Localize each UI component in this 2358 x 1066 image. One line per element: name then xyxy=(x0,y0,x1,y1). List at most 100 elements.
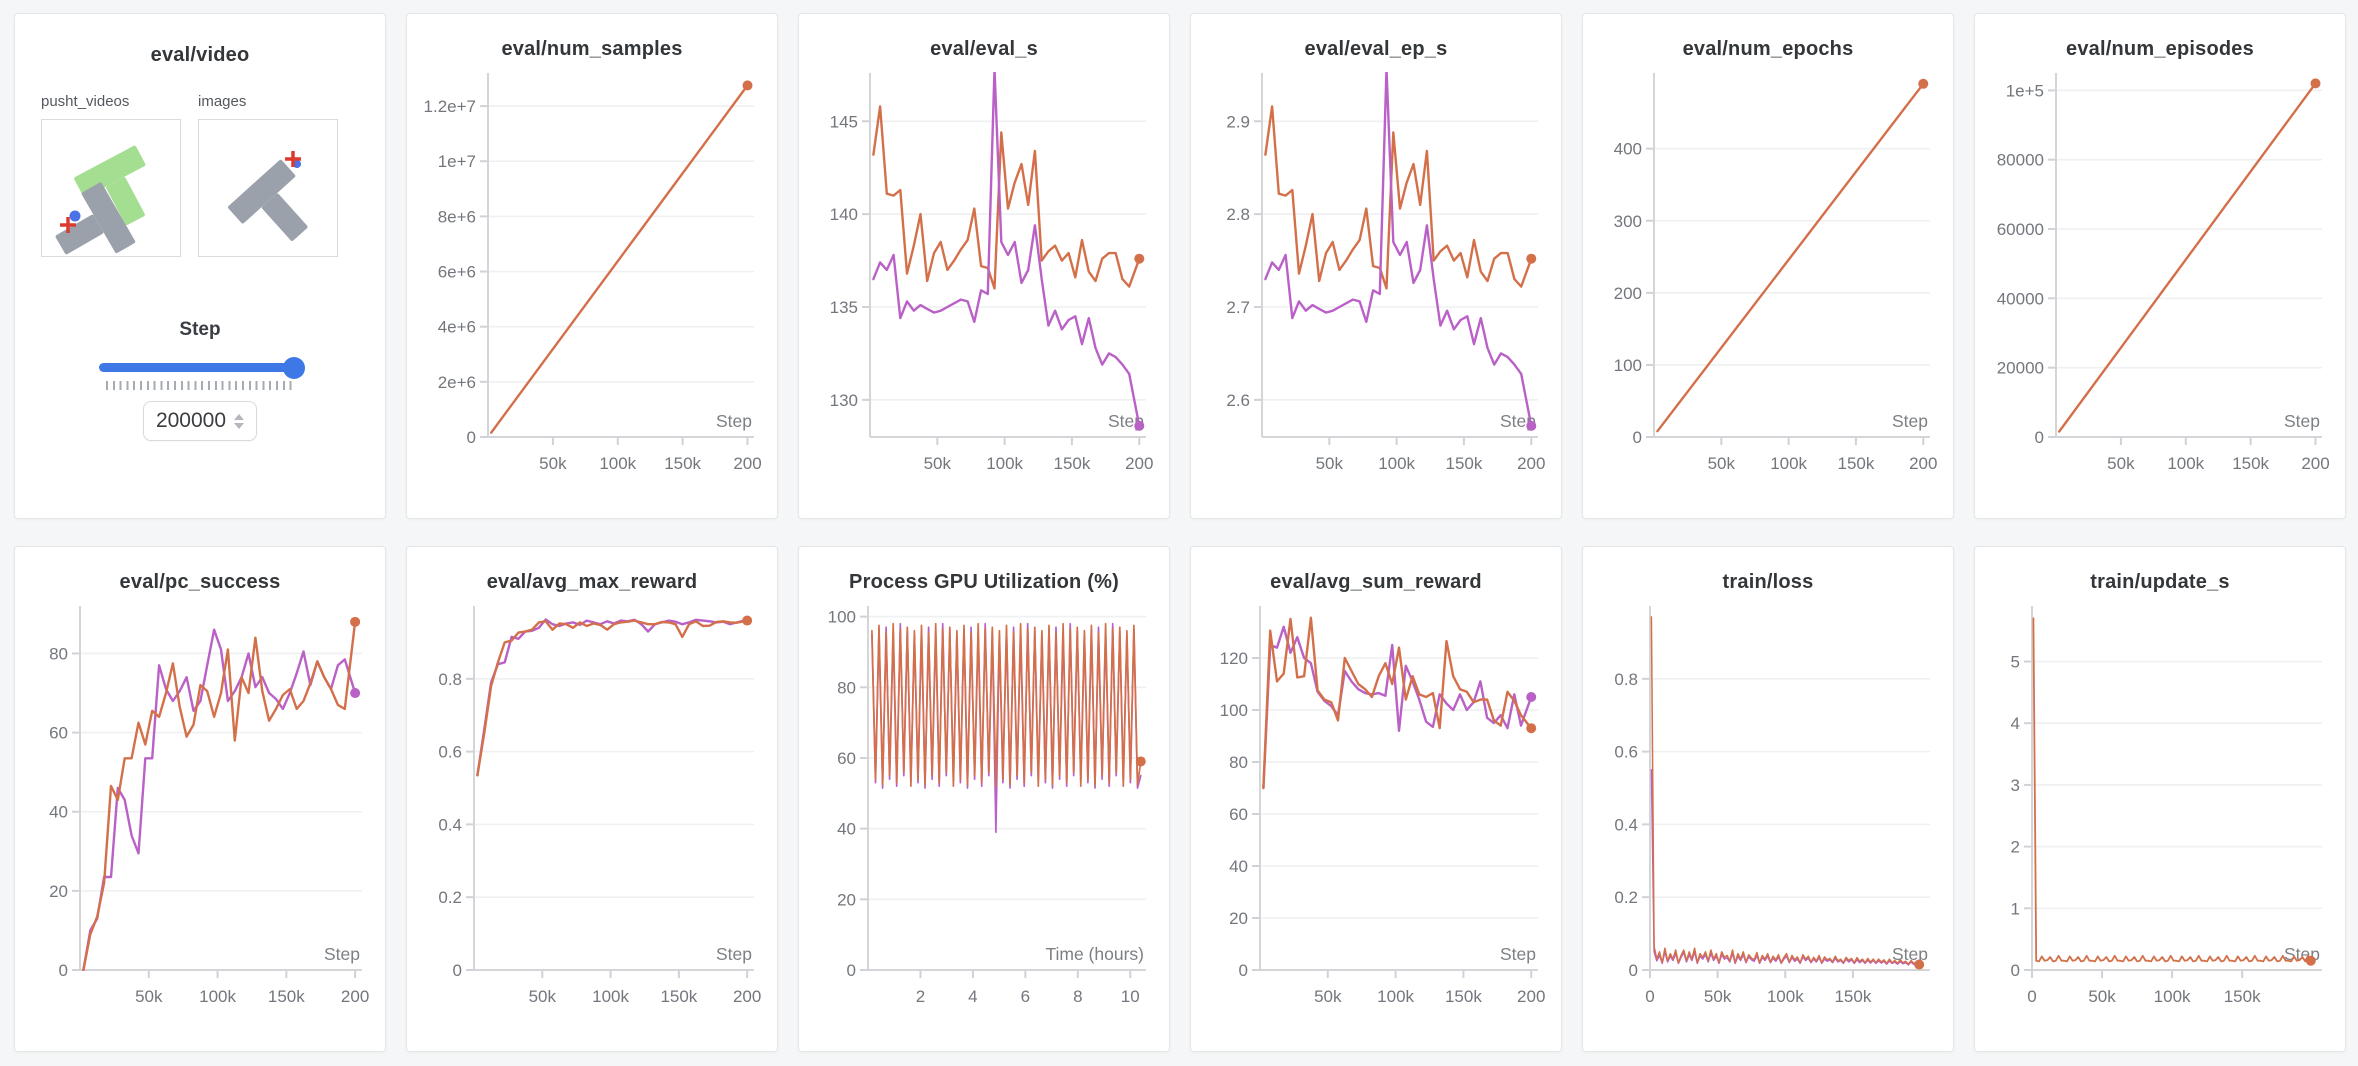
slider-tick-ruler xyxy=(106,381,294,390)
image-thumbnail[interactable] xyxy=(198,119,338,257)
svg-text:6e+6: 6e+6 xyxy=(438,263,476,282)
panel-title: eval/num_samples xyxy=(501,38,683,60)
series-line-orange xyxy=(1264,105,1533,290)
series-line-orange xyxy=(2032,617,2312,963)
svg-text:1e+5: 1e+5 xyxy=(2006,81,2044,100)
svg-text:0.8: 0.8 xyxy=(438,670,462,689)
svg-text:8: 8 xyxy=(1073,987,1082,1006)
panel-title: eval/pc_success xyxy=(119,571,281,593)
svg-text:4: 4 xyxy=(968,987,977,1006)
series-end-dot-orange xyxy=(2310,78,2321,89)
svg-text:135: 135 xyxy=(830,298,858,317)
line-chart[interactable]: 0 20 40 60 80 100 2 4 6 8 10 Time (hours) xyxy=(808,596,1160,1026)
line-chart[interactable]: 0 2e+6 4e+6 6e+6 8e+6 1e+7 1.2e+7 50k 100k 150k 20… xyxy=(416,63,768,493)
series-end-dot-purple xyxy=(1526,420,1537,431)
gray-tee-shape xyxy=(228,159,308,241)
svg-text:0: 0 xyxy=(59,961,68,980)
svg-text:150k: 150k xyxy=(2224,987,2261,1006)
slider-thumb[interactable] xyxy=(283,357,305,379)
series-end-dot-orange xyxy=(1134,253,1145,264)
line-chart[interactable]: 0 20 40 60 80 100 120 50k 100k 150k 200 Step xyxy=(1200,596,1552,1026)
step-slider[interactable] xyxy=(99,357,305,379)
increment-arrow-icon[interactable] xyxy=(234,413,245,420)
svg-text:80000: 80000 xyxy=(1997,151,2044,170)
svg-text:100k: 100k xyxy=(2154,987,2191,1006)
svg-text:60: 60 xyxy=(49,724,68,743)
svg-text:4: 4 xyxy=(2011,714,2020,733)
svg-text:50k: 50k xyxy=(529,987,557,1006)
svg-text:200: 200 xyxy=(1614,284,1642,303)
svg-text:Step: Step xyxy=(1892,944,1928,964)
series-line-orange xyxy=(1656,82,1925,433)
svg-text:0: 0 xyxy=(1645,987,1654,1006)
svg-text:0: 0 xyxy=(467,428,476,447)
svg-text:40000: 40000 xyxy=(1997,289,2044,308)
line-chart[interactable]: 0 0.2 0.4 0.6 0.8 50k 100k 150k 200 Step xyxy=(416,596,768,1026)
target-cross-icon xyxy=(60,217,76,233)
svg-text:0: 0 xyxy=(2011,961,2020,980)
svg-text:2.9: 2.9 xyxy=(1226,112,1250,131)
series-end-dot-purple xyxy=(350,688,361,699)
svg-text:2.7: 2.7 xyxy=(1226,298,1250,317)
svg-text:200: 200 xyxy=(1125,454,1153,473)
svg-text:50k: 50k xyxy=(539,454,567,473)
series-end-dot-orange xyxy=(1135,756,1146,767)
series-line-orange xyxy=(1262,616,1533,790)
image-frame xyxy=(228,151,308,241)
decrement-arrow-icon[interactable] xyxy=(234,422,245,429)
svg-text:Step: Step xyxy=(716,944,752,964)
svg-text:100k: 100k xyxy=(1377,987,1414,1006)
svg-text:10: 10 xyxy=(1121,987,1140,1006)
svg-text:150k: 150k xyxy=(1054,454,1091,473)
panel-eval-eval-ep-s: eval/eval_ep_s 2.6 2.7 2.8 2.9 50k 100k 150k 20… xyxy=(1190,13,1562,519)
svg-text:150k: 150k xyxy=(1445,987,1482,1006)
svg-text:0: 0 xyxy=(847,961,856,980)
svg-text:150k: 150k xyxy=(660,987,697,1006)
video-thumbnail-pusht[interactable] xyxy=(41,119,181,257)
panel-eval-eval-s: eval/eval_s 130 135 140 145 50k 100k 150k 200 St… xyxy=(798,13,1170,519)
series-line-orange xyxy=(476,619,749,777)
svg-text:1e+7: 1e+7 xyxy=(438,152,476,171)
svg-text:1.2e+7: 1.2e+7 xyxy=(424,97,476,116)
series-end-dot-purple xyxy=(1526,692,1537,702)
series-line-orange xyxy=(82,620,357,971)
svg-text:2.6: 2.6 xyxy=(1226,391,1250,410)
series-line-orange xyxy=(1650,616,1920,966)
svg-text:50k: 50k xyxy=(1314,987,1342,1006)
svg-text:0: 0 xyxy=(2035,428,2044,447)
slider-track[interactable] xyxy=(99,363,301,372)
svg-text:2e+6: 2e+6 xyxy=(438,373,476,392)
svg-text:Time (hours): Time (hours) xyxy=(1045,944,1144,964)
panel-title: train/loss xyxy=(1722,571,1814,593)
line-chart[interactable]: 0 20000 40000 60000 80000 1e+5 50k 100k 150k 200 S… xyxy=(1984,63,2336,493)
series-line-purple xyxy=(1650,769,1920,967)
svg-text:2: 2 xyxy=(916,987,925,1006)
svg-text:20: 20 xyxy=(49,882,68,901)
svg-text:100: 100 xyxy=(1220,701,1248,720)
series-line-orange xyxy=(2057,82,2317,433)
svg-text:200: 200 xyxy=(1909,454,1937,473)
line-chart[interactable]: 0 20 40 60 80 50k 100k 150k 200 Step xyxy=(24,596,376,1026)
panel-eval-avg-max-reward: eval/avg_max_reward 0 0.2 0.4 0.6 0.8 50k 100k… xyxy=(406,546,778,1052)
svg-text:50k: 50k xyxy=(1704,987,1732,1006)
line-chart[interactable]: 0 100 200 300 400 50k 100k 150k 200 Step xyxy=(1592,63,1944,493)
panel-title: eval/video xyxy=(150,44,250,66)
svg-text:0.2: 0.2 xyxy=(438,888,462,907)
line-chart[interactable]: 0 0.2 0.4 0.6 0.8 0 50k 100k 150k Step xyxy=(1592,596,1944,1026)
agent-dot xyxy=(293,160,301,168)
agent-dot xyxy=(69,210,81,222)
panel-title: eval/num_epochs xyxy=(1682,38,1854,60)
svg-text:100k: 100k xyxy=(1770,454,1807,473)
gray-tee-shape xyxy=(55,182,136,255)
svg-text:60: 60 xyxy=(1229,805,1248,824)
svg-text:50k: 50k xyxy=(2107,454,2135,473)
svg-text:100: 100 xyxy=(1614,356,1642,375)
step-input[interactable]: 200000 xyxy=(143,401,257,441)
svg-text:50k: 50k xyxy=(2088,987,2116,1006)
svg-text:400: 400 xyxy=(1614,140,1642,159)
svg-text:0.6: 0.6 xyxy=(1614,743,1638,762)
svg-text:4e+6: 4e+6 xyxy=(438,318,476,337)
